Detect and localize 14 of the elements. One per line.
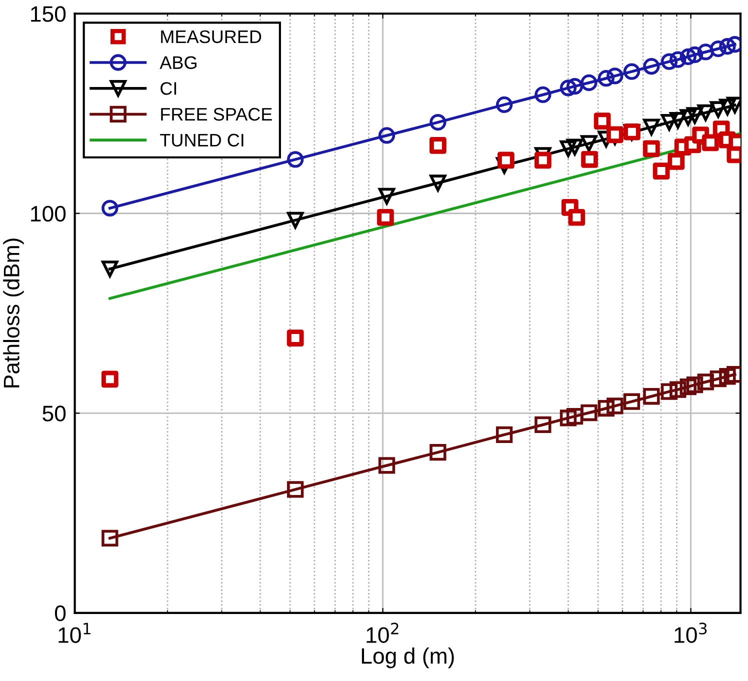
x-tick-label: 10$^{2}$ <box>366 622 398 643</box>
legend-label: CI <box>160 82 176 95</box>
y-axis-title: Pathloss (dBm) <box>3 238 24 388</box>
legend-label: TUNED CI <box>160 134 244 147</box>
x-axis-title: Log d (m) <box>362 648 454 668</box>
y-tick-label: 100 <box>31 206 66 222</box>
legend-label: ABG <box>160 56 196 69</box>
y-tick-label: 150 <box>31 6 66 22</box>
x-tick-label: 10$^{3}$ <box>674 622 707 643</box>
legend-label: FREE SPACE <box>161 108 272 121</box>
x-tick-label: 10$^{1}$ <box>58 622 90 643</box>
y-tick-label: 0 <box>54 605 66 622</box>
legend-label: MEASURED <box>161 30 262 44</box>
y-tick-label: 50 <box>42 406 66 422</box>
